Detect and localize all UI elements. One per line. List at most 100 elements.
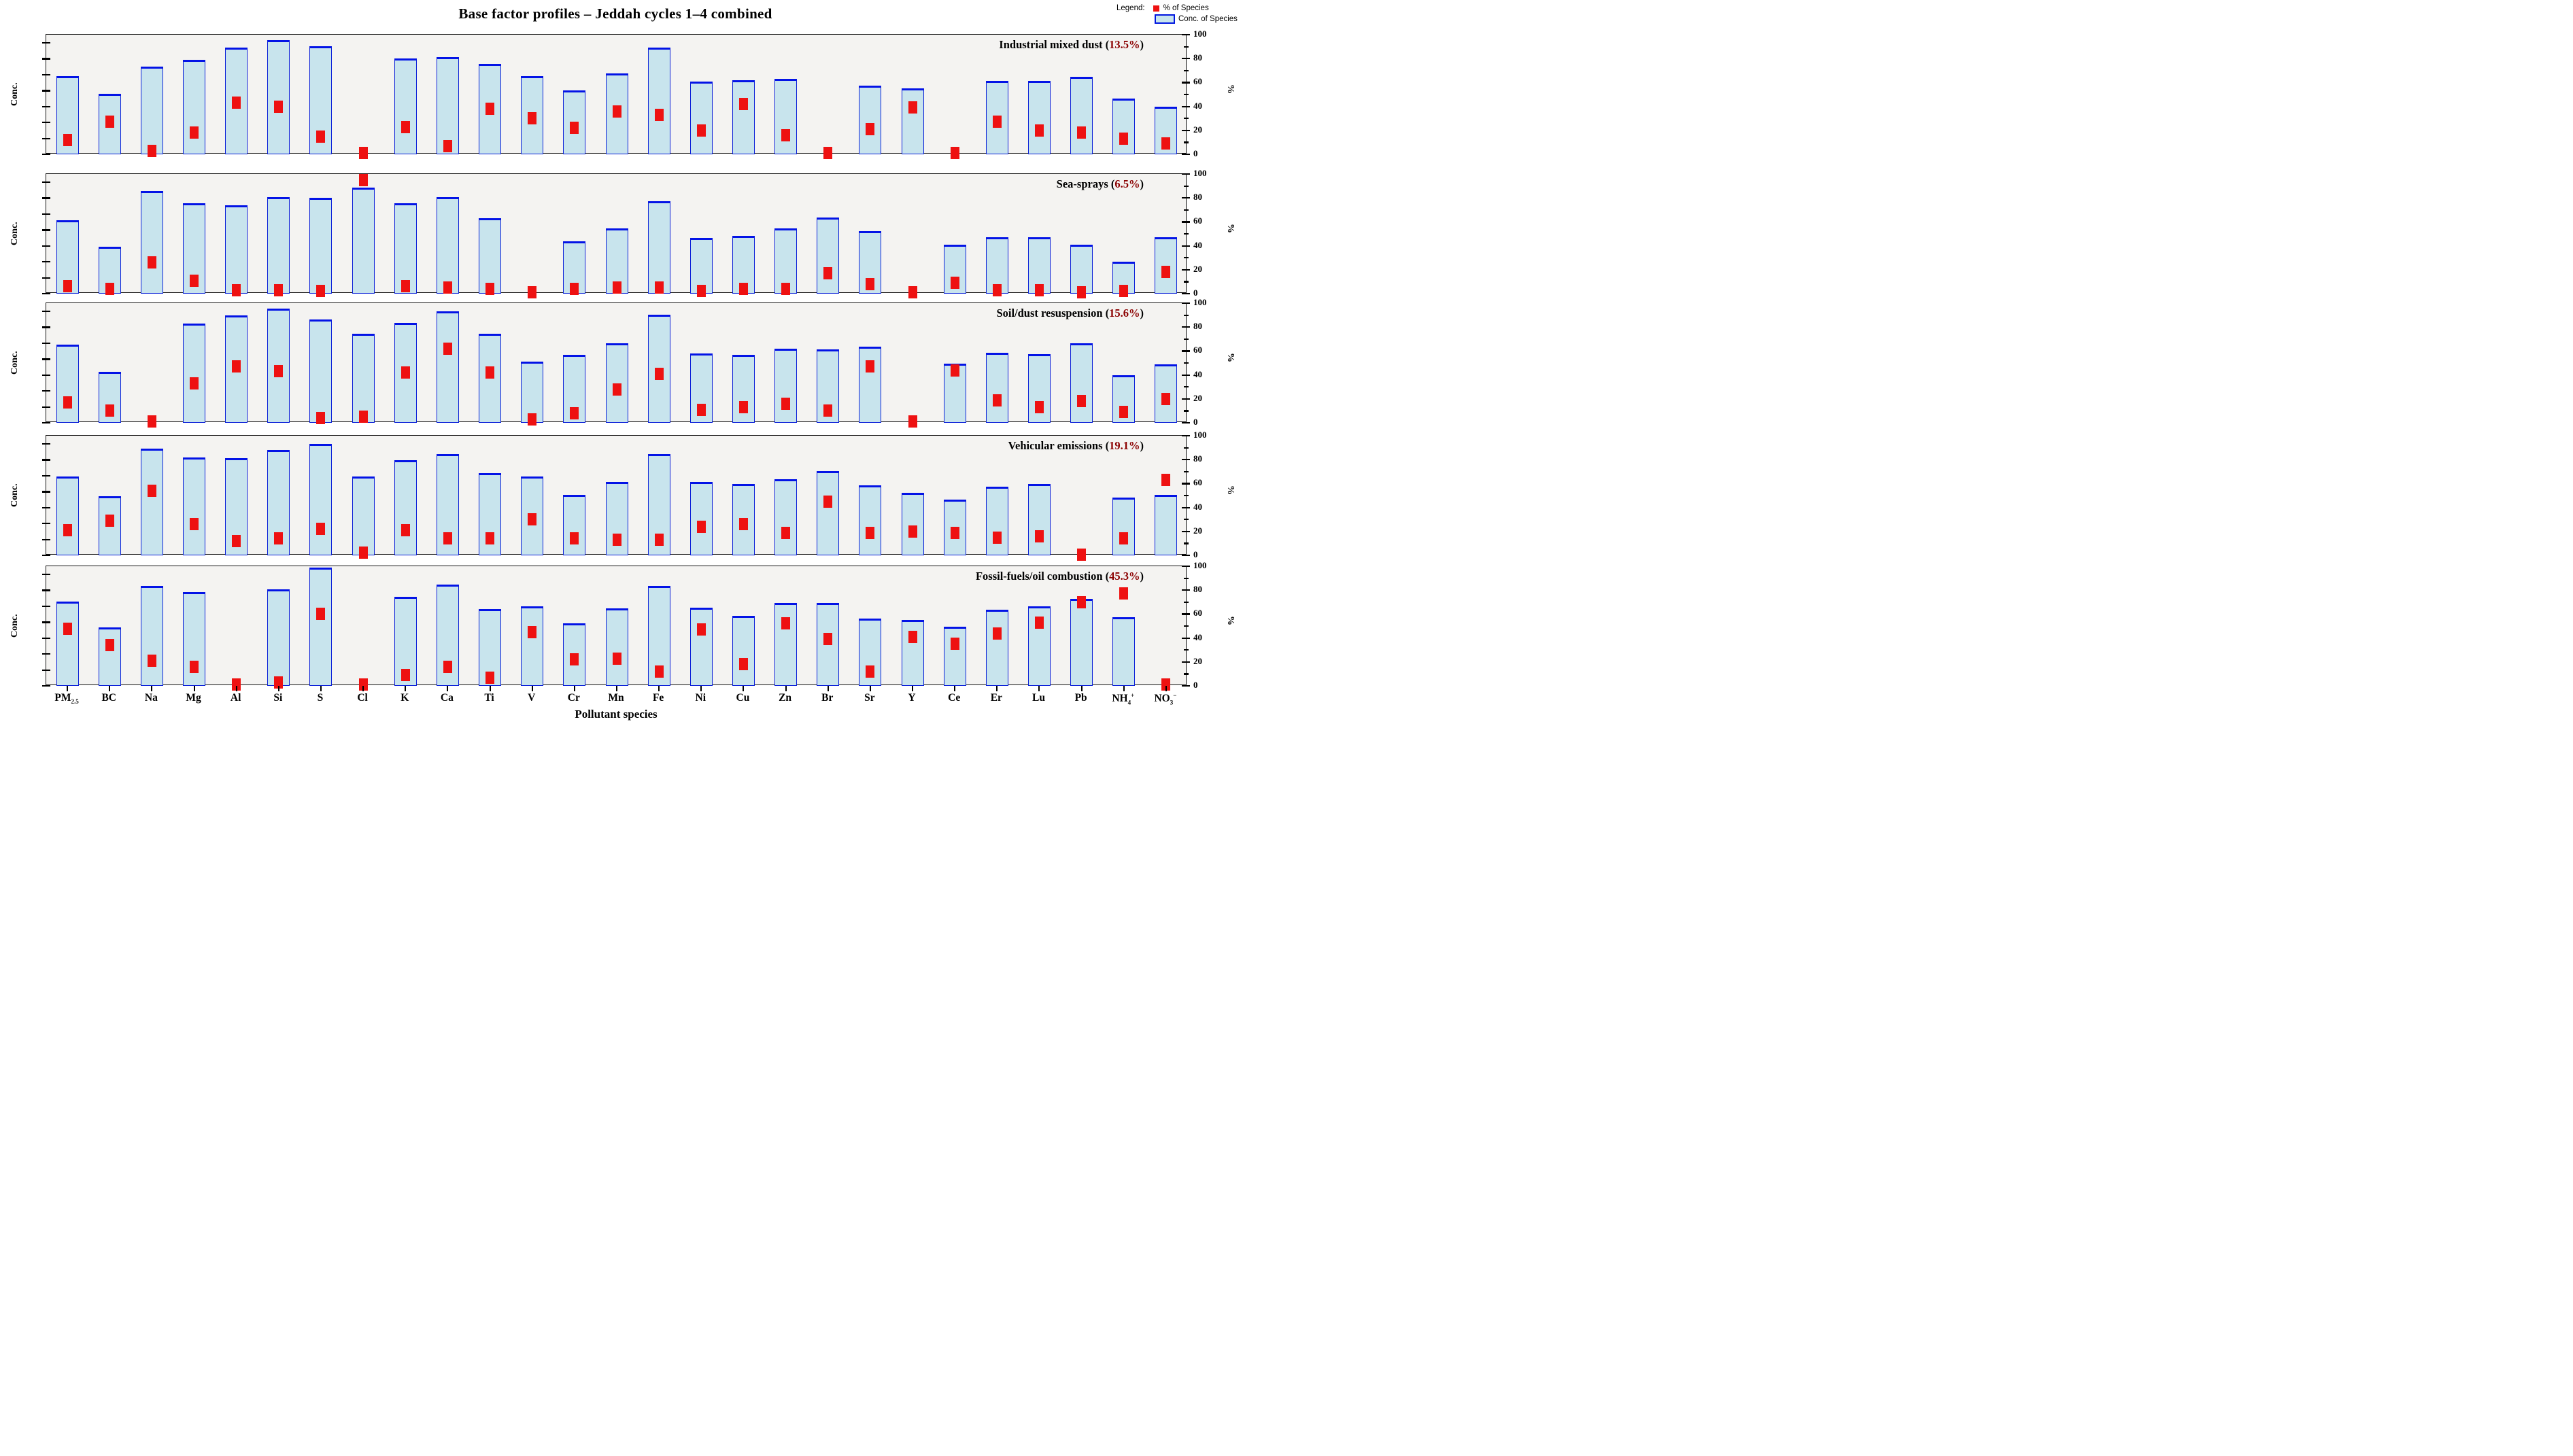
pct-marker-na [147, 655, 156, 668]
x-tick [1123, 686, 1125, 691]
right-tick-label: 40 [1193, 501, 1202, 512]
pct-marker-s [316, 608, 326, 621]
right-tick [1184, 69, 1189, 71]
right-tick [1182, 613, 1190, 615]
pct-marker-y [908, 415, 917, 428]
species-label-ca: Ca [440, 692, 454, 704]
pct-marker-mg [190, 126, 199, 139]
pct-marker-zn [781, 282, 791, 295]
bar-mn [605, 608, 628, 686]
left-tick [42, 422, 50, 424]
right-tick-label: 40 [1193, 631, 1202, 642]
left-tick [42, 310, 50, 313]
left-tick [42, 41, 50, 44]
bar-ca [436, 311, 459, 423]
right-tick-label: 100 [1193, 297, 1207, 307]
bar-ni [689, 82, 713, 154]
pct-marker-nh4 [1119, 587, 1129, 600]
left-tick [42, 213, 50, 215]
pct-marker-k [401, 524, 410, 537]
panel-title: Industrial mixed dust (13.5%) [999, 38, 1144, 51]
species-label-mn: Mn [608, 692, 624, 704]
pct-marker-zn [781, 397, 791, 410]
right-tick [1182, 459, 1190, 461]
pct-marker-cl [358, 678, 368, 691]
bar-al [225, 315, 248, 423]
species-label-si: Si [273, 692, 283, 704]
species-label-v: V [528, 692, 536, 704]
right-tick [1184, 362, 1189, 364]
species-label-br: Br [821, 692, 834, 704]
pct-marker-ni [696, 403, 706, 416]
species-label-er: Er [990, 692, 1002, 704]
pct-marker-zn [781, 617, 791, 630]
pct-marker-no3 [1161, 137, 1171, 150]
y-axis-title-percent: % [1225, 84, 1236, 94]
right-tick-label: 40 [1193, 239, 1202, 250]
right-tick-label: 0 [1193, 549, 1198, 559]
y-axis-title-conc: Conc. [10, 614, 20, 638]
pct-marker-si [274, 100, 284, 113]
pct-marker-cr [570, 282, 579, 295]
bar-si [267, 196, 290, 294]
pct-marker-al [232, 534, 241, 547]
right-tick [1182, 661, 1190, 663]
species-label-pm2-5: PM2.5 [54, 692, 79, 706]
x-tick [235, 686, 237, 691]
pct-marker-cr [570, 406, 579, 419]
left-tick [42, 573, 50, 576]
pct-marker-pb [1077, 395, 1087, 408]
left-tick [42, 277, 50, 279]
right-tick [1182, 326, 1190, 328]
factor-profiles-chart: Base factor profiles – Jeddah cycles 1–4… [0, 0, 1286, 728]
pct-marker-no3 [1161, 678, 1171, 691]
pct-marker-cu [738, 401, 748, 414]
bar-na [140, 448, 163, 555]
pct-marker-no3 [1161, 266, 1171, 279]
right-tick-label: 60 [1193, 76, 1202, 87]
bar-pm2-5 [56, 476, 79, 555]
left-tick [42, 653, 50, 655]
left-tick [42, 137, 50, 139]
right-tick [1184, 577, 1189, 579]
panel-industrial-mixed-dust: Industrial mixed dust (13.5%) [42, 34, 1190, 160]
pct-marker-zn [781, 526, 791, 539]
pct-marker-cl [358, 411, 368, 423]
right-tick [1182, 268, 1190, 271]
right-tick [1182, 350, 1190, 352]
pct-marker-fe [654, 665, 664, 678]
bar-sr [859, 86, 882, 154]
bar-si [267, 40, 290, 154]
y-axis-title-conc: Conc. [10, 222, 20, 245]
right-tick-label: 80 [1193, 453, 1202, 464]
left-tick [42, 326, 50, 328]
panel-title: Vehicular emissions (19.1%) [1008, 439, 1144, 452]
right-tick-label: 0 [1193, 417, 1198, 427]
panel-sea-sprays: Sea-sprays (6.5%) [42, 173, 1190, 299]
species-label-ce: Ce [948, 692, 961, 704]
x-tick [573, 686, 575, 691]
pct-marker-pb [1077, 286, 1087, 299]
left-tick [42, 73, 50, 76]
species-label-no3: NO3− [1154, 692, 1177, 706]
left-tick [42, 538, 50, 540]
pct-marker-ca [443, 532, 452, 545]
y-axis-title-conc: Conc. [10, 351, 20, 375]
y-axis-title-percent: % [1225, 353, 1236, 362]
bar-fe [647, 201, 670, 294]
pct-marker-zn [781, 128, 791, 141]
pct-marker-na [147, 144, 156, 157]
right-tick [1182, 173, 1190, 175]
bar-pb [1070, 343, 1093, 423]
left-tick [42, 197, 50, 199]
pct-marker-na [147, 415, 156, 428]
right-tick-label: 100 [1193, 29, 1207, 39]
pct-marker-y [908, 525, 917, 538]
bar-si [267, 589, 290, 686]
bar-pb [1070, 77, 1093, 154]
right-tick-label: 0 [1193, 148, 1198, 158]
right-tick [1182, 637, 1190, 639]
species-label-cl: Cl [357, 692, 368, 704]
pct-marker-v [528, 625, 537, 638]
bar-er [985, 352, 1008, 423]
